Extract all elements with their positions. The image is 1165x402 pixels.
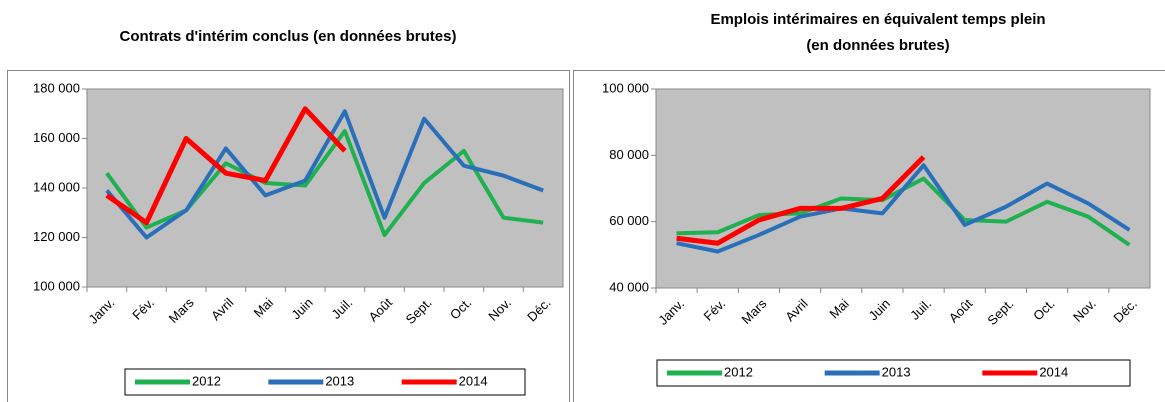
x-tick-label: Mai (826, 296, 851, 321)
x-tick-label: Août (946, 296, 976, 326)
legend-label: 2012 (724, 364, 753, 379)
legend-label: 2012 (192, 373, 221, 388)
y-tick-label: 100 000 (33, 278, 80, 293)
legend-label: 2013 (325, 373, 354, 388)
x-tick-label: Mars (738, 296, 769, 327)
x-tick-label: Juil. (907, 296, 934, 323)
chart-title: (en données brutes) (806, 37, 949, 54)
y-tick-label: 80 000 (609, 147, 649, 162)
data-line (676, 163, 1131, 254)
x-tick-label: Avril (782, 296, 810, 324)
chart-title: Contrats d'intérim conclus (en données b… (120, 28, 457, 45)
y-tick-label: 180 000 (33, 80, 80, 95)
data-line (105, 106, 347, 226)
chart-title: Emplois intérimaires en équivalent temps… (710, 11, 1045, 28)
data-line (676, 155, 926, 246)
x-tick-label: Mars (166, 295, 197, 326)
x-tick-label: Mai (251, 295, 276, 320)
x-tick-label: Avril (208, 295, 236, 323)
x-tick-label: Janv. (85, 295, 117, 327)
x-tick-label: Juil. (328, 295, 355, 322)
x-tick-label: Août (366, 295, 396, 325)
legend-label: 2014 (1039, 364, 1068, 379)
x-tick-label: Oct. (447, 295, 474, 322)
y-tick-label: 40 000 (609, 279, 649, 294)
panel-frame (7, 70, 570, 402)
legend-box (656, 359, 1131, 387)
x-tick-label: Nov. (485, 295, 514, 324)
y-tick-label: 100 000 (602, 80, 649, 95)
x-tick-label: Déc. (524, 295, 554, 325)
x-tick-label: Janv. (655, 296, 687, 328)
x-tick-label: Juin (288, 295, 315, 322)
x-tick-label: Nov. (1070, 296, 1099, 325)
x-tick-label: Juin (865, 296, 892, 323)
x-tick-label: Sept. (403, 295, 435, 327)
legend-label: 2013 (882, 364, 911, 379)
x-tick-label: Oct. (1030, 296, 1057, 323)
data-line (105, 109, 544, 240)
y-tick-label: 120 000 (33, 229, 80, 244)
legend-box (124, 368, 526, 396)
x-tick-label: Fév. (129, 295, 157, 323)
y-tick-label: 60 000 (609, 213, 649, 228)
legend-label: 2014 (459, 373, 488, 388)
panel-frame (573, 70, 1165, 402)
x-tick-label: Sept. (984, 296, 1016, 328)
x-tick-label: Fév. (700, 296, 728, 324)
y-tick-label: 160 000 (33, 130, 80, 145)
plot-area (86, 88, 564, 288)
x-tick-label: Déc. (1110, 296, 1140, 326)
y-tick-label: 140 000 (33, 179, 80, 194)
